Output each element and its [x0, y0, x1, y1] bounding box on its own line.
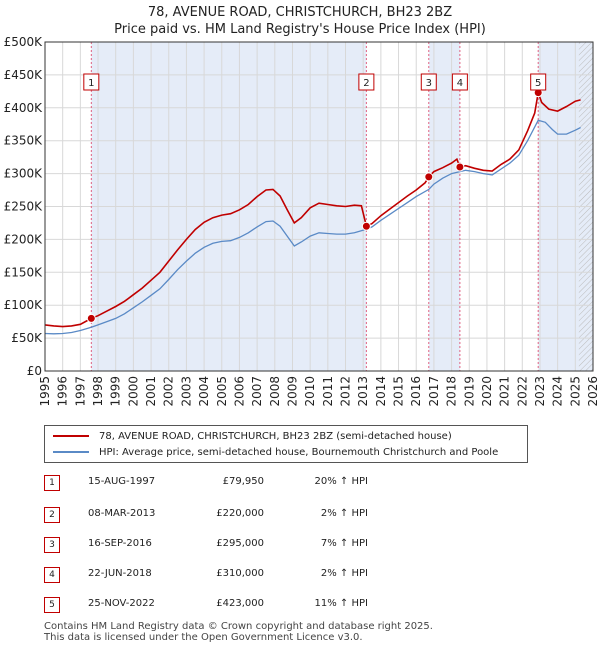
x-tick-label: 2022	[515, 376, 529, 407]
x-tick-label: 2013	[356, 376, 370, 407]
x-tick-label: 2008	[268, 376, 282, 407]
legend-swatch-price	[53, 435, 89, 437]
y-tick-label: £100K	[4, 298, 44, 312]
x-tick-label: 2023	[533, 376, 547, 407]
x-tick-label: 2018	[445, 376, 459, 407]
y-tick-label: £400K	[4, 101, 44, 115]
x-tick-label: 2001	[144, 376, 158, 407]
x-tick-label: 2006	[232, 376, 246, 407]
x-tick-label: 2014	[374, 376, 388, 407]
x-tick-label: 2015	[392, 376, 406, 407]
x-tick-label: 2002	[162, 376, 176, 407]
plot-border	[44, 41, 594, 372]
x-tick-label: 2019	[462, 376, 476, 407]
sale-price: £295,000	[216, 538, 264, 549]
y-tick-label: £350K	[4, 134, 44, 148]
y-tick-label: £300K	[4, 167, 44, 181]
x-tick-label: 2005	[215, 376, 229, 407]
sale-marker-label: 2	[363, 78, 369, 89]
sale-point	[455, 162, 465, 172]
x-tick-label: 2025	[568, 376, 582, 407]
sale-price: £423,000	[216, 598, 264, 609]
legend-label-hpi: HPI: Average price, semi-detached house,…	[99, 446, 499, 458]
sale-marker-box	[530, 73, 547, 91]
x-tick-label: 2004	[197, 376, 211, 407]
sale-marker-box	[83, 73, 100, 91]
sale-point	[86, 313, 96, 323]
legend: 78, AVENUE ROAD, CHRISTCHURCH, BH23 2BZ …	[44, 425, 528, 463]
y-tick-label: £0	[27, 364, 42, 378]
sale-date: 15-AUG-1997	[88, 476, 156, 487]
y-tick-label: £200K	[4, 232, 44, 246]
hpi-diff: 11% ↑ HPI	[314, 598, 368, 609]
sale-point	[361, 221, 371, 231]
sale-marker-label: 3	[426, 78, 432, 89]
marker-label: 2	[44, 507, 60, 523]
chart-title: 78, AVENUE ROAD, CHRISTCHURCH, BH23 2BZ	[147, 5, 453, 20]
x-tick-label: 2003	[179, 376, 193, 407]
footer-copyright: Contains HM Land Registry data © Crown c…	[44, 621, 433, 632]
sale-date: 25-NOV-2022	[88, 598, 155, 609]
x-tick-label: 2010	[303, 376, 317, 407]
hpi-diff: 2% ↑ HPI	[320, 508, 368, 519]
marker-label: 1	[44, 475, 60, 491]
sale-date: 22-JUN-2018	[88, 568, 152, 579]
x-tick-label: 2000	[126, 376, 140, 407]
legend-item-hpi: HPI: Average price, semi-detached house,…	[53, 444, 498, 460]
hpi-diff: 20% ↑ HPI	[314, 476, 368, 487]
sale-marker-label: 5	[535, 78, 541, 89]
sale-price: £79,950	[222, 476, 264, 487]
hpi-line	[44, 119, 581, 335]
x-tick-label: 2009	[285, 376, 299, 407]
x-tick-label: 2007	[250, 376, 264, 407]
x-tick-label: 2024	[551, 376, 565, 407]
sale-marker-box	[420, 73, 437, 91]
chart-subtitle: Price paid vs. HM Land Registry's House …	[114, 22, 486, 37]
sale-marker-box	[451, 73, 468, 91]
marker-label: 5	[44, 597, 60, 613]
x-tick-label: 2012	[339, 376, 353, 407]
footer: Contains HM Land Registry data © Crown c…	[44, 621, 433, 643]
sale-marker-box	[358, 73, 375, 91]
price-paid-line	[44, 89, 581, 328]
x-tick-label: 2016	[409, 376, 423, 407]
sale-marker-label: 4	[457, 78, 463, 89]
x-tick-label: 2026	[586, 376, 600, 407]
price-chart: 1 2 3 4 5 £0 £50K £100K £150K £200K £250K £300K £350…	[4, 35, 600, 407]
x-tick-label: 2017	[427, 376, 441, 407]
y-tick-label: £450K	[4, 68, 44, 82]
x-tick-label: 1997	[73, 376, 87, 407]
hpi-diff: 7% ↑ HPI	[320, 538, 368, 549]
x-tick-label: 2021	[498, 376, 512, 407]
x-tick-label: 2011	[321, 376, 335, 407]
legend-item-price: 78, AVENUE ROAD, CHRISTCHURCH, BH23 2BZ …	[53, 428, 452, 444]
sale-point	[424, 172, 434, 182]
footer-licence: This data is licensed under the Open Gov…	[44, 632, 363, 643]
marker-label: 4	[44, 567, 60, 583]
x-tick-label: 1995	[38, 376, 52, 407]
y-tick-label: £250K	[4, 200, 44, 214]
sale-date: 16-SEP-2016	[88, 538, 152, 549]
legend-label-price: 78, AVENUE ROAD, CHRISTCHURCH, BH23 2BZ …	[99, 430, 452, 442]
sale-price: £310,000	[216, 568, 264, 579]
sale-price: £220,000	[216, 508, 264, 519]
sale-date: 08-MAR-2013	[88, 508, 156, 519]
hpi-diff: 2% ↑ HPI	[320, 568, 368, 579]
x-tick-label: 1999	[109, 376, 123, 407]
x-tick-label: 1998	[91, 376, 105, 407]
y-tick-label: £500K	[4, 35, 44, 49]
y-tick-label: £50K	[11, 331, 43, 345]
marker-label: 3	[44, 537, 60, 553]
sale-marker-label: 1	[88, 78, 94, 89]
legend-swatch-hpi	[53, 451, 89, 453]
y-tick-label: £150K	[4, 265, 44, 279]
x-tick-label: 2020	[480, 376, 494, 407]
x-tick-label: 1996	[56, 376, 70, 407]
